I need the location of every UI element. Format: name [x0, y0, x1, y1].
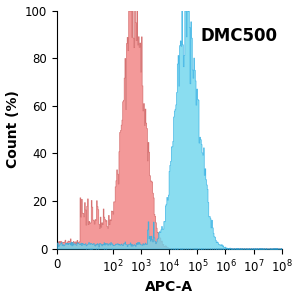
X-axis label: APC-A: APC-A [145, 280, 193, 294]
Y-axis label: Count (%): Count (%) [6, 91, 20, 169]
Text: DMC500: DMC500 [200, 27, 277, 45]
